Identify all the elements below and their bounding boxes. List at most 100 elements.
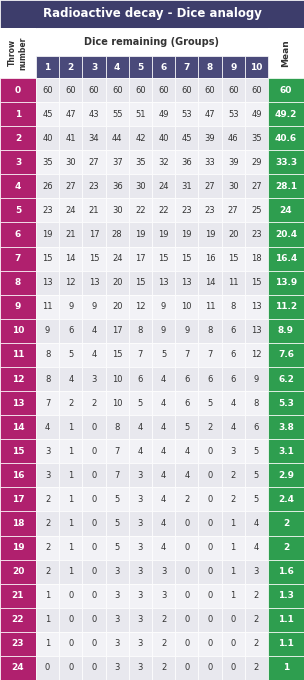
Bar — [152, 583, 175, 608]
Bar — [245, 511, 268, 536]
Bar — [245, 560, 268, 583]
Bar — [199, 632, 222, 656]
Text: Dice remaining (Groups): Dice remaining (Groups) — [85, 37, 219, 47]
Bar — [222, 78, 245, 102]
Text: 5: 5 — [138, 398, 143, 407]
Bar — [245, 415, 268, 439]
Bar — [245, 488, 268, 511]
Text: 3: 3 — [138, 543, 143, 552]
Bar — [199, 319, 222, 343]
Text: 2: 2 — [207, 423, 212, 432]
Bar — [36, 102, 59, 126]
Text: 6: 6 — [254, 423, 259, 432]
Text: 46: 46 — [228, 134, 239, 143]
Text: 6: 6 — [184, 375, 189, 384]
Bar — [268, 126, 304, 150]
Bar — [222, 199, 245, 222]
Text: 15: 15 — [181, 254, 192, 263]
Text: 12: 12 — [66, 278, 76, 287]
Text: 1: 1 — [68, 447, 74, 456]
Bar — [0, 367, 36, 391]
Bar — [36, 126, 59, 150]
Bar — [245, 536, 268, 560]
Text: 11: 11 — [205, 302, 215, 311]
Bar — [0, 391, 36, 415]
Bar — [0, 415, 36, 439]
Bar — [129, 78, 152, 102]
Bar — [36, 463, 59, 488]
Text: 35: 35 — [42, 158, 53, 167]
Text: 3.1: 3.1 — [278, 447, 294, 456]
Bar — [0, 632, 36, 656]
Bar — [36, 56, 59, 78]
Text: 24: 24 — [12, 664, 24, 673]
Text: 1: 1 — [230, 567, 236, 576]
Bar — [82, 583, 105, 608]
Bar — [0, 126, 36, 150]
Text: 35: 35 — [251, 134, 262, 143]
Bar — [59, 102, 82, 126]
Bar — [36, 199, 59, 222]
Bar — [129, 271, 152, 294]
Bar — [0, 463, 36, 488]
Text: 21: 21 — [89, 206, 99, 215]
Bar — [222, 488, 245, 511]
Bar — [222, 632, 245, 656]
Bar — [268, 102, 304, 126]
Bar — [59, 415, 82, 439]
Bar — [268, 488, 304, 511]
Bar — [59, 126, 82, 150]
Text: 39: 39 — [228, 158, 239, 167]
Bar — [245, 102, 268, 126]
Bar — [129, 656, 152, 680]
Text: 35: 35 — [135, 158, 146, 167]
Bar — [105, 488, 129, 511]
Bar — [199, 78, 222, 102]
Text: 1: 1 — [68, 495, 74, 504]
Bar — [199, 536, 222, 560]
Text: 23: 23 — [205, 206, 215, 215]
Bar — [245, 583, 268, 608]
Bar — [175, 102, 199, 126]
Bar — [222, 439, 245, 463]
Text: 19: 19 — [205, 230, 215, 239]
Bar — [222, 511, 245, 536]
Text: 5: 5 — [115, 519, 120, 528]
Text: 2: 2 — [254, 615, 259, 624]
Bar — [222, 222, 245, 247]
Bar — [36, 247, 59, 271]
Bar — [152, 56, 175, 78]
Bar — [105, 174, 129, 199]
Bar — [59, 583, 82, 608]
Bar — [82, 150, 105, 174]
Text: 1: 1 — [68, 543, 74, 552]
Bar — [268, 247, 304, 271]
Text: 15: 15 — [135, 278, 146, 287]
Bar — [199, 391, 222, 415]
Bar — [129, 536, 152, 560]
Text: 3: 3 — [138, 639, 143, 648]
Text: 9: 9 — [161, 326, 166, 335]
Bar — [59, 536, 82, 560]
Bar — [82, 439, 105, 463]
Bar — [0, 150, 36, 174]
Bar — [175, 391, 199, 415]
Text: 0: 0 — [230, 664, 236, 673]
Bar — [152, 632, 175, 656]
Bar — [82, 488, 105, 511]
Text: 51: 51 — [135, 109, 146, 118]
Bar — [175, 583, 199, 608]
Text: 17: 17 — [12, 495, 24, 504]
Bar — [268, 656, 304, 680]
Bar — [0, 222, 36, 247]
Text: 9: 9 — [92, 302, 97, 311]
Bar — [245, 343, 268, 367]
Text: 12: 12 — [135, 302, 146, 311]
Bar — [175, 511, 199, 536]
Text: 21: 21 — [12, 591, 24, 600]
Text: 8: 8 — [138, 326, 143, 335]
Text: Radioactive decay - Dice analogy: Radioactive decay - Dice analogy — [43, 7, 261, 20]
Bar — [0, 319, 36, 343]
Bar — [175, 247, 199, 271]
Text: 15: 15 — [228, 254, 238, 263]
